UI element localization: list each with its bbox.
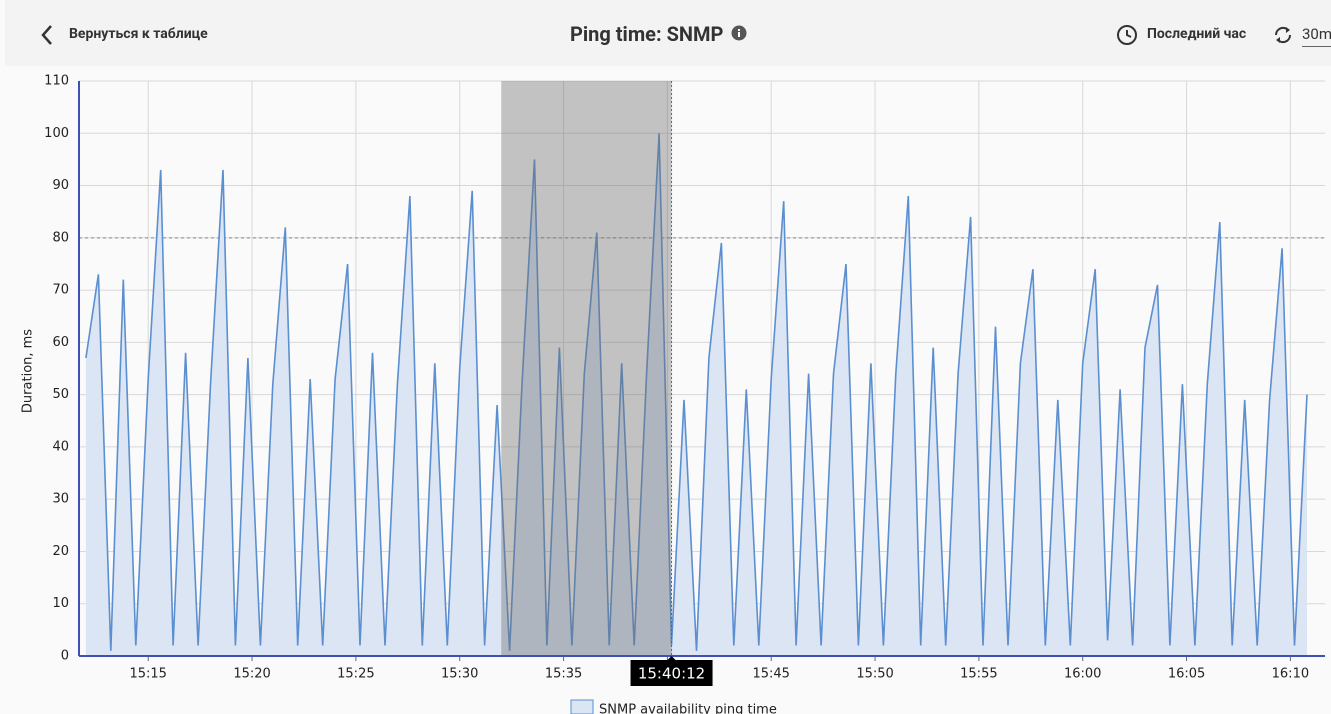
clock-icon[interactable] xyxy=(1116,24,1138,46)
cursor-label-box xyxy=(630,660,713,686)
y-tick-label: 0 xyxy=(61,649,69,664)
x-tick-label: 15:45 xyxy=(752,667,789,682)
y-tick-label: 110 xyxy=(44,74,69,89)
line xyxy=(85,133,1308,651)
back-link[interactable]: Вернуться к таблице xyxy=(69,26,208,42)
refresh-selector[interactable]: 30m xyxy=(1302,25,1331,47)
period-selector[interactable]: Последний час xyxy=(1147,26,1247,42)
x-tick-label: 16:05 xyxy=(1168,667,1205,682)
x-tick-label: 15:20 xyxy=(233,667,270,682)
y-tick-label: 80 xyxy=(52,230,69,245)
x-tick-label: 15:25 xyxy=(337,667,374,682)
x-tick-label: 15:55 xyxy=(960,667,997,682)
x-tick-label: 15:30 xyxy=(441,667,478,682)
y-tick-label: 100 xyxy=(44,126,69,141)
cursor-label-arrow xyxy=(666,656,677,661)
cursor-label: 15:40:12 xyxy=(638,665,705,683)
chart: Duration, ms 0 10 20 30 40 50 60 70 80 90 100 110 15… xyxy=(21,74,1325,714)
y-tick-label: 50 xyxy=(52,387,69,402)
y-axis-label: Duration, ms xyxy=(21,329,36,413)
x-tick-label: 15:50 xyxy=(856,667,893,682)
back-icon[interactable] xyxy=(39,24,55,46)
selection xyxy=(501,81,672,656)
page-title: Ping time: SNMP xyxy=(570,22,724,46)
y-tick-label: 10 xyxy=(52,596,69,611)
y-tick-label: 90 xyxy=(52,178,69,193)
y-tick-label: 60 xyxy=(52,335,69,350)
x-tick-label: 15:35 xyxy=(545,667,582,682)
y-tick-label: 40 xyxy=(52,439,69,454)
y-tick-label: 20 xyxy=(52,544,69,559)
x-tick-label: 16:10 xyxy=(1272,667,1309,682)
y-tick-label: 30 xyxy=(52,492,69,507)
x-tick-label: 15:15 xyxy=(129,667,166,682)
legend-label: SNMP availability ping time xyxy=(599,703,777,714)
x-tick-label: 16:00 xyxy=(1064,667,1101,682)
refresh-icon[interactable] xyxy=(1272,24,1294,46)
header: Вернуться к таблице Ping time: SNMP Посл… xyxy=(5,0,1331,66)
info-icon[interactable] xyxy=(731,25,747,41)
legend-swatch xyxy=(570,699,594,714)
y-tick-label: 70 xyxy=(52,283,69,298)
